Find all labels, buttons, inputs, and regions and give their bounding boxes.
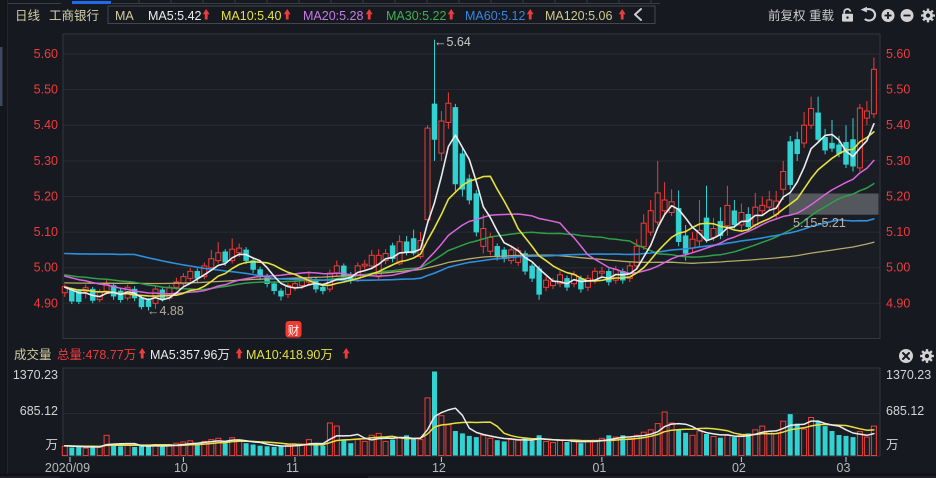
svg-text:MA120:5.06: MA120:5.06 xyxy=(545,9,612,23)
svg-text:MA: MA xyxy=(115,9,134,23)
svg-text:5.60: 5.60 xyxy=(886,47,910,61)
svg-text:4.90: 4.90 xyxy=(34,296,58,310)
svg-text:MA20:5.28: MA20:5.28 xyxy=(303,9,364,23)
svg-text:11: 11 xyxy=(286,461,299,475)
svg-text:03: 03 xyxy=(837,461,851,475)
svg-text:5.10: 5.10 xyxy=(886,225,910,239)
svg-text:重载: 重载 xyxy=(809,8,835,23)
svg-text:685.12: 685.12 xyxy=(20,404,58,418)
svg-text:4.90: 4.90 xyxy=(886,296,910,310)
svg-text:MA5:357.96万: MA5:357.96万 xyxy=(150,348,230,362)
svg-text:5.60: 5.60 xyxy=(34,47,58,61)
svg-text:5.50: 5.50 xyxy=(34,83,58,97)
svg-text:01: 01 xyxy=(592,461,606,475)
svg-text:5.40: 5.40 xyxy=(34,118,58,132)
svg-text:5.20: 5.20 xyxy=(886,190,910,204)
svg-text:万: 万 xyxy=(886,438,899,452)
svg-text:2020/09: 2020/09 xyxy=(45,461,90,475)
svg-text:MA60:5.12: MA60:5.12 xyxy=(465,9,526,23)
svg-text:5.30: 5.30 xyxy=(34,154,58,168)
svg-text:财: 财 xyxy=(288,324,300,338)
svg-text:万: 万 xyxy=(45,438,58,452)
svg-text:5.30: 5.30 xyxy=(886,154,910,168)
svg-text:02: 02 xyxy=(732,461,746,475)
svg-text:总量:478.77万: 总量:478.77万 xyxy=(57,348,136,362)
svg-text:1370.23: 1370.23 xyxy=(886,368,931,382)
svg-text:5.20: 5.20 xyxy=(34,190,58,204)
svg-text:←5.64: ←5.64 xyxy=(434,35,471,49)
svg-text:5.40: 5.40 xyxy=(886,118,910,132)
svg-text:MA5:5.42: MA5:5.42 xyxy=(148,9,202,23)
svg-text:685.12: 685.12 xyxy=(886,404,924,418)
svg-text:5.00: 5.00 xyxy=(34,261,58,275)
svg-text:←4.88: ←4.88 xyxy=(147,304,184,318)
svg-text:成交量: 成交量 xyxy=(14,347,52,362)
svg-text:MA10:5.40: MA10:5.40 xyxy=(221,9,282,23)
svg-text:1370.23: 1370.23 xyxy=(13,368,58,382)
svg-text:5.00: 5.00 xyxy=(886,261,910,275)
svg-text:5.10: 5.10 xyxy=(34,225,58,239)
svg-text:10: 10 xyxy=(174,461,188,475)
svg-text:5.15-5.21: 5.15-5.21 xyxy=(793,216,846,230)
svg-text:5.50: 5.50 xyxy=(886,83,910,97)
svg-text:MA10:418.90万: MA10:418.90万 xyxy=(246,348,333,362)
svg-text:前复权: 前复权 xyxy=(768,8,806,23)
svg-text:MA30:5.22: MA30:5.22 xyxy=(386,9,447,23)
svg-text:日线: 日线 xyxy=(15,9,41,23)
svg-text:工商银行: 工商银行 xyxy=(49,8,99,23)
svg-text:12: 12 xyxy=(432,461,446,475)
